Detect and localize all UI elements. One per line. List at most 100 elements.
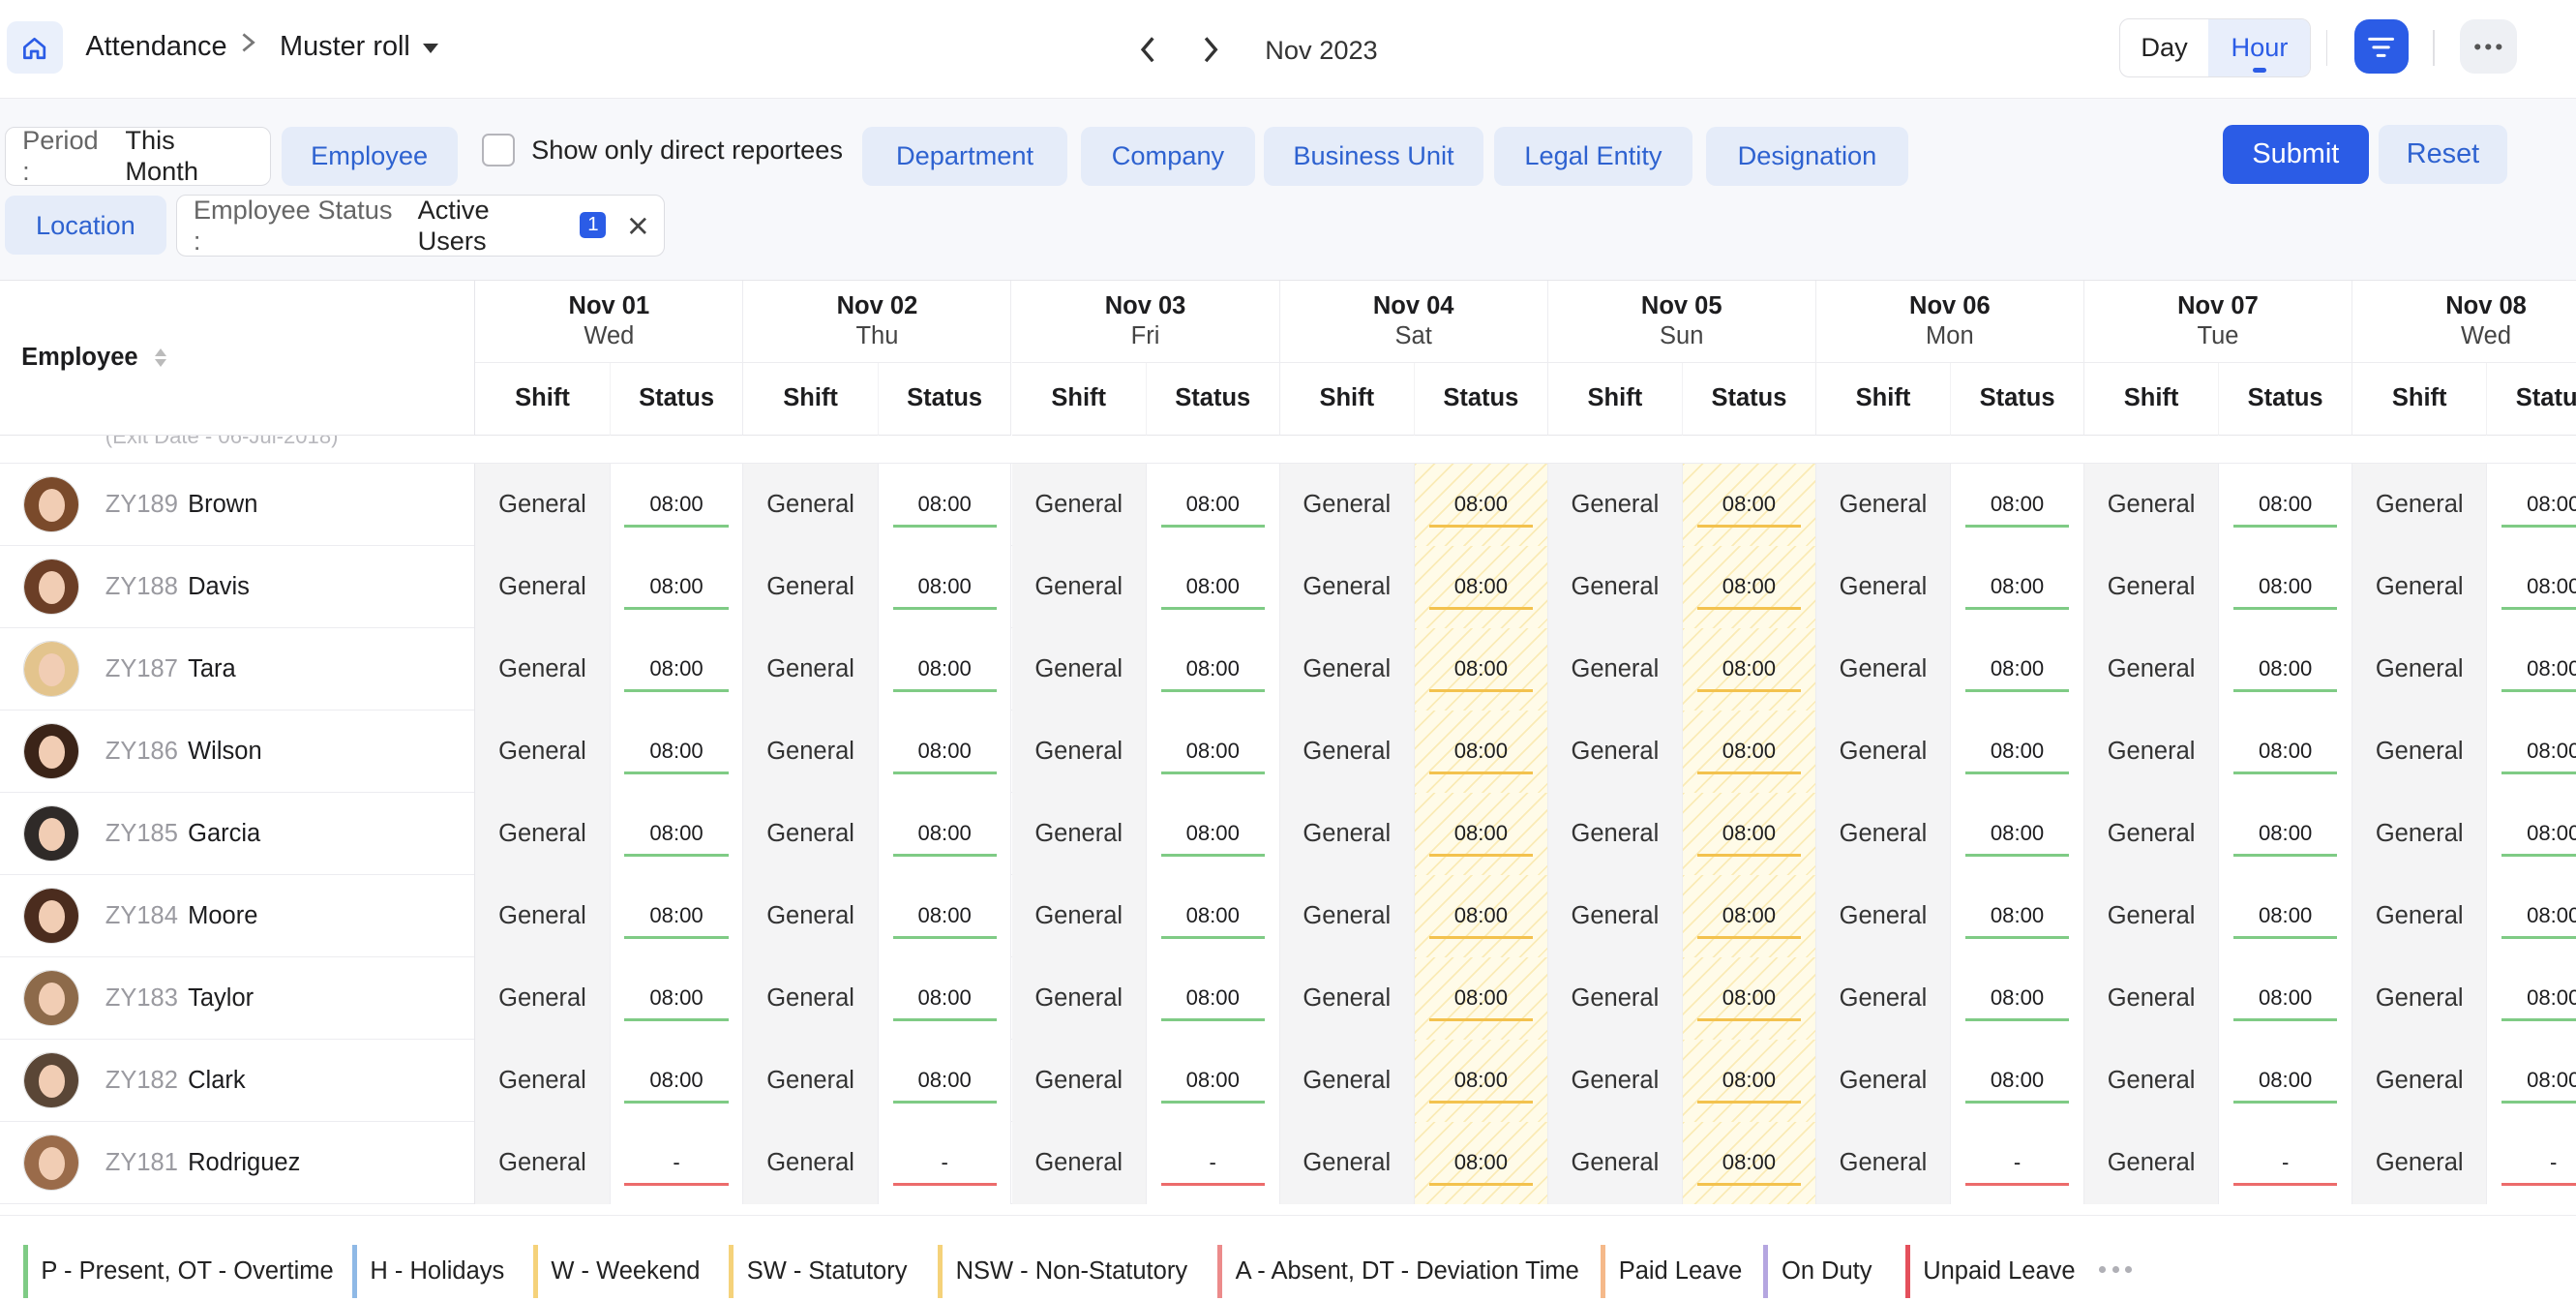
status-cell[interactable]: 08:00 [1415,792,1548,875]
employee-cell[interactable]: ZY185 Garcia [0,792,476,875]
shift-cell[interactable]: General [2083,545,2220,628]
status-cell[interactable]: 08:00 [1146,463,1280,546]
day-view-button[interactable]: Day [2141,32,2188,63]
status-cell[interactable]: 08:00 [1146,956,1280,1040]
status-cell[interactable]: 08:00 [1415,710,1548,793]
table-row[interactable]: ZY185 Garcia General 08:00 General 08:00 Gener… [0,792,2576,875]
status-cell[interactable]: 08:00 [2219,627,2352,711]
clear-status-button[interactable] [629,217,647,235]
shift-cell[interactable]: General [743,1121,879,1204]
status-cell[interactable]: 08:00 [1683,545,1816,628]
shift-cell[interactable]: General [2352,463,2488,546]
table-row[interactable]: ZY187 Tara General 08:00 General 08:00 General… [0,627,2576,711]
shift-cell[interactable]: General [1011,710,1147,793]
shift-cell[interactable]: General [743,463,879,546]
status-cell[interactable]: 08:00 [878,792,1012,875]
shift-cell[interactable]: General [475,1039,611,1122]
employee-status-filter[interactable]: Employee Status : Active Users 1 [175,194,665,257]
shift-cell[interactable]: General [2352,792,2488,875]
employee-cell[interactable]: ZY181 Rodriguez [0,1121,476,1204]
status-cell[interactable]: 08:00 [1683,792,1816,875]
status-cell[interactable]: 08:00 [1951,627,2084,711]
employee-name[interactable]: Moore [188,901,258,929]
shift-cell[interactable]: General [743,874,879,957]
employee-name[interactable]: Davis [188,572,250,600]
submit-button[interactable]: Submit [2222,125,2369,185]
table-row[interactable]: ZY182 Clark General 08:00 General 08:00 Genera… [0,1039,2576,1122]
status-cell[interactable]: 08:00 [2487,874,2576,957]
hour-view-button[interactable]: Hour [2208,18,2311,76]
status-cell[interactable]: 08:00 [878,956,1012,1040]
status-cell[interactable]: - [878,1121,1012,1204]
status-cell[interactable]: 08:00 [2219,545,2352,628]
shift-cell[interactable]: General [1815,874,1952,957]
reset-button[interactable]: Reset [2379,125,2507,185]
shift-cell[interactable]: General [1547,956,1684,1040]
shift-cell[interactable]: General [1011,463,1147,546]
table-row[interactable]: ZY184 Moore General 08:00 General 08:00 Genera… [0,874,2576,957]
shift-cell[interactable]: General [1815,463,1952,546]
status-cell[interactable]: 08:00 [2219,463,2352,546]
shift-cell[interactable]: General [2352,874,2488,957]
muster-roll-dropdown[interactable]: Muster roll [280,31,439,63]
status-cell[interactable]: 08:00 [1951,956,2084,1040]
status-cell[interactable]: 08:00 [610,1039,744,1122]
employee-cell[interactable]: ZY189 Brown [0,463,476,546]
status-cell[interactable]: 08:00 [878,874,1012,957]
table-row[interactable]: ZY189 Brown General 08:00 General 08:00 Genera… [0,463,2576,546]
month-label[interactable]: Nov 2023 [1265,34,1378,65]
status-cell[interactable]: 08:00 [610,463,744,546]
shift-cell[interactable]: General [1815,1121,1952,1204]
employee-name[interactable]: Brown [188,490,258,518]
location-filter[interactable]: Location [5,196,166,256]
shift-cell[interactable]: General [743,1039,879,1122]
shift-cell[interactable]: General [2083,463,2220,546]
status-cell[interactable]: 08:00 [1683,956,1816,1040]
shift-cell[interactable]: General [1279,874,1415,957]
status-cell[interactable]: 08:00 [1951,545,2084,628]
designation-filter[interactable]: Designation [1705,126,1908,187]
shift-cell[interactable]: General [1279,545,1415,628]
shift-cell[interactable]: General [475,792,611,875]
shift-cell[interactable]: General [2352,710,2488,793]
status-cell[interactable]: 08:00 [2487,545,2576,628]
status-cell[interactable]: 08:00 [1951,792,2084,875]
shift-cell[interactable]: General [1011,627,1147,711]
status-cell[interactable]: 08:00 [2219,792,2352,875]
shift-cell[interactable]: General [1011,1039,1147,1122]
business-unit-filter[interactable]: Business Unit [1263,126,1484,187]
status-cell[interactable]: 08:00 [610,710,744,793]
table-row[interactable]: ZY188 Davis General 08:00 General 08:00 Genera… [0,545,2576,628]
employee-cell[interactable]: ZY188 Davis [0,545,476,628]
status-cell[interactable]: 08:00 [610,956,744,1040]
shift-cell[interactable]: General [743,792,879,875]
status-cell[interactable]: - [2487,1121,2576,1204]
employee-column-header[interactable]: Employee [0,281,476,436]
employee-cell[interactable]: ZY182 Clark [0,1039,476,1122]
shift-cell[interactable]: General [1279,1121,1415,1204]
shift-cell[interactable]: General [743,710,879,793]
status-cell[interactable]: 08:00 [1415,545,1548,628]
status-cell[interactable]: 08:00 [1951,710,2084,793]
status-cell[interactable]: - [610,1121,744,1204]
shift-cell[interactable]: General [1547,463,1684,546]
status-cell[interactable]: 08:00 [2219,874,2352,957]
shift-cell[interactable]: General [1815,627,1952,711]
status-cell[interactable]: 08:00 [610,545,744,628]
table-row[interactable]: ZY183 Taylor General 08:00 General 08:00 Gener… [0,956,2576,1040]
period-selector[interactable]: Period : This Month [5,125,272,186]
shift-cell[interactable]: General [1011,956,1147,1040]
department-filter[interactable]: Department [861,126,1068,187]
more-options-button[interactable] [2459,19,2517,75]
shift-cell[interactable]: General [1279,463,1415,546]
status-cell[interactable]: 08:00 [2487,463,2576,546]
shift-cell[interactable]: General [1547,545,1684,628]
employee-name[interactable]: Wilson [188,737,262,765]
shift-cell[interactable]: General [1279,627,1415,711]
shift-cell[interactable]: General [475,956,611,1040]
shift-cell[interactable]: General [2352,1039,2488,1122]
status-cell[interactable]: 08:00 [1415,627,1548,711]
status-cell[interactable]: 08:00 [2487,792,2576,875]
company-filter[interactable]: Company [1080,126,1256,187]
status-cell[interactable]: 08:00 [2219,1039,2352,1122]
